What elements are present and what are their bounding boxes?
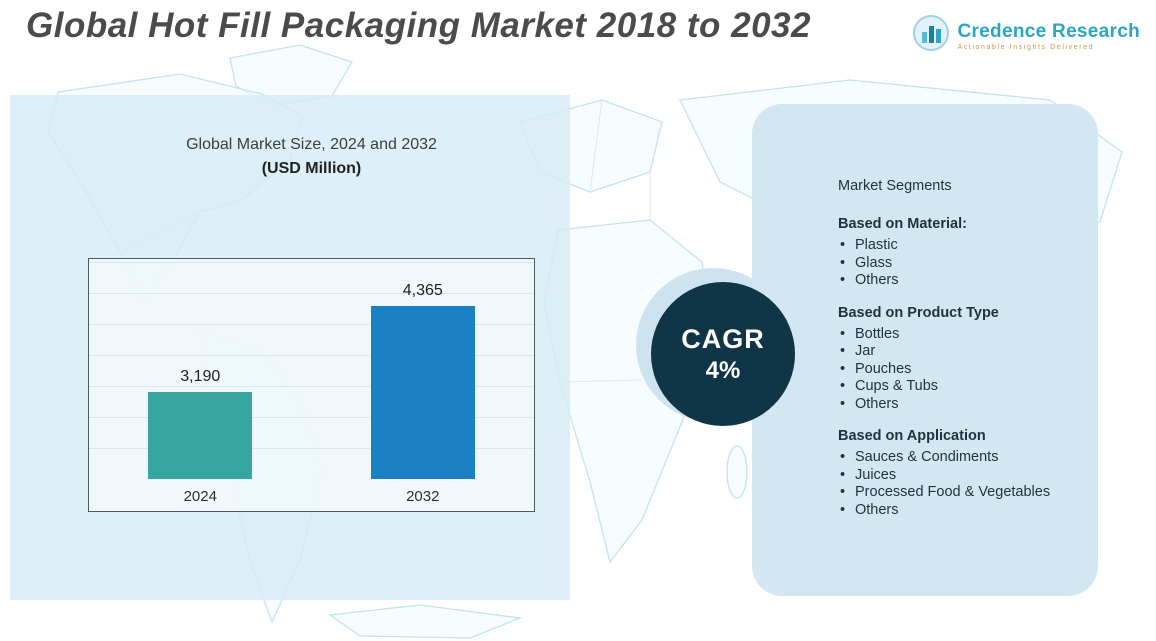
segment-item: Jar <box>838 343 1072 361</box>
bar-2024 <box>148 391 253 479</box>
segment-item: Others <box>838 396 1072 414</box>
bar-group-2024: 3,190 <box>148 259 253 479</box>
segment-item: Cups & Tubs <box>838 378 1072 396</box>
segment-item: Plastic <box>838 237 1072 255</box>
page-title: Global Hot Fill Packaging Market 2018 to… <box>26 6 811 45</box>
bar-group-2032: 4,365 <box>370 259 475 479</box>
credence-research-logo: Credence Research Actionable Insights De… <box>912 14 1140 57</box>
segment-item: Glass <box>838 255 1072 273</box>
segments-panel-heading: Market Segments <box>838 178 952 194</box>
cagr-value: 4% <box>705 356 741 384</box>
segment-group-application: Based on Application Sauces & Condiments… <box>838 428 1072 519</box>
segment-item: Processed Food & Vegetables <box>838 484 1072 502</box>
bar-value-label: 4,365 <box>402 281 443 299</box>
x-axis: 2024 2032 <box>89 488 534 505</box>
segment-list: Plastic Glass Others <box>838 237 1072 290</box>
bar-2032 <box>370 305 475 479</box>
x-axis-label-2024: 2024 <box>183 488 217 505</box>
segment-item: Juices <box>838 467 1072 485</box>
segment-item: Pouches <box>838 361 1072 379</box>
brand-tagline: Actionable Insights Delivered <box>957 43 1095 51</box>
segment-item: Others <box>838 502 1072 520</box>
bar-value-label: 3,190 <box>180 367 221 385</box>
chart-title: Global Market Size, 2024 and 2032 <box>186 136 437 153</box>
bar-chart: 3,190 4,365 2024 2032 <box>88 258 535 512</box>
segment-group-title: Based on Application <box>838 428 986 444</box>
segment-group-title: Based on Product Type <box>838 304 999 321</box>
plot-area: 3,190 4,365 <box>89 259 534 479</box>
brand-name: Credence Research <box>957 20 1140 42</box>
segment-list: Bottles Jar Pouches Cups & Tubs Others <box>838 326 1072 414</box>
segment-group-title: Based on Material: <box>838 216 967 232</box>
segment-group-material: Based on Material: Plastic Glass Others <box>838 216 1072 290</box>
segment-item: Bottles <box>838 326 1072 344</box>
segment-item: Sauces & Condiments <box>838 449 1072 467</box>
segments-panel: Market Segments Based on Material: Plast… <box>752 104 1098 596</box>
segment-list: Sauces & Condiments Juices Processed Foo… <box>838 449 1072 519</box>
segment-group-product-type: Based on Product Type Bottles Jar Pouche… <box>838 305 1072 414</box>
chart-title-block: Global Market Size, 2024 and 2032 (USD M… <box>88 136 535 178</box>
segment-item: Others <box>838 272 1072 290</box>
x-axis-label-2032: 2032 <box>406 488 440 505</box>
chart-subtitle: (USD Million) <box>261 160 362 177</box>
bar-chart-growth-icon <box>912 14 950 57</box>
cagr-label: CAGR <box>681 323 765 354</box>
cagr-badge: CAGR 4% <box>651 282 795 426</box>
